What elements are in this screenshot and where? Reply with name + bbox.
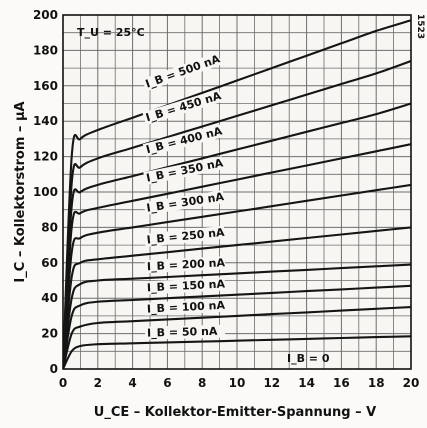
x-tick-label: 6 [163, 376, 171, 390]
series-label-bg [143, 190, 225, 216]
x-tick-label: 4 [128, 376, 136, 390]
y-tick-label: 140 [33, 114, 58, 128]
x-tick-label: 20 [403, 376, 420, 390]
series-label-bg [142, 124, 224, 157]
x-tick-label: 18 [368, 376, 385, 390]
x-tick-label: 12 [263, 376, 280, 390]
y-tick-label: 80 [41, 220, 58, 234]
x-tick-label: 2 [94, 376, 102, 390]
series-line-8 [63, 102, 411, 369]
x-tick-label: 14 [298, 376, 315, 390]
series-label-bg [144, 298, 226, 316]
y-tick-label: 120 [33, 150, 58, 164]
series-label-4: I_B = 200 nA [147, 256, 226, 273]
y-axis-label: I_C – Kollektorstrom – µA [13, 101, 28, 282]
y-tick-label: 100 [33, 185, 58, 199]
series-line-9 [63, 60, 411, 369]
y-tick-label: 60 [41, 256, 58, 270]
figure-code: 1523 [415, 14, 425, 39]
series-line-3 [63, 284, 411, 369]
series-label-bg [141, 52, 222, 92]
series-line-5 [63, 226, 411, 369]
series-label-1: I_B = 50 nA [147, 325, 218, 340]
series-label-3: I_B = 150 nA [147, 277, 226, 294]
x-tick-label: 10 [229, 376, 246, 390]
series-label-bg [143, 156, 225, 186]
series-line-1 [63, 335, 411, 369]
x-axis-label: U_CE – Kollektor-Emitter-Spannung – V [94, 405, 376, 420]
series-label-bg [144, 225, 226, 247]
series-line-6 [63, 183, 411, 369]
plot-frame [62, 14, 412, 370]
y-tick-label: 40 [41, 291, 58, 305]
y-tick-label: 0 [50, 362, 58, 376]
series-label-bg [144, 324, 226, 340]
x-tick-label: 8 [198, 376, 206, 390]
x-tick-label: 16 [333, 376, 350, 390]
series-label-2: I_B = 100 nA [147, 299, 226, 316]
y-tick-label: 180 [33, 43, 58, 57]
axes: 0 2 4 6 8 10 12 14 16 18 2002040608010012014016018… [33, 8, 419, 390]
series-label-bg [144, 256, 226, 274]
y-tick-label: 20 [41, 327, 58, 341]
series-line-2 [63, 306, 411, 369]
curves [63, 19, 411, 369]
series-line-10 [63, 19, 411, 369]
series-line-7 [63, 143, 411, 369]
y-tick-label: 200 [33, 8, 58, 22]
ib-zero-annotation: I_B = 0 [287, 352, 330, 365]
temperature-annotation: T_U = 25°C [77, 26, 145, 39]
series-label-bg [142, 89, 223, 125]
x-tick-label: 0 [59, 376, 67, 390]
series-label-bg [144, 277, 226, 295]
series-line-4 [63, 263, 411, 369]
y-tick-label: 160 [33, 79, 58, 93]
